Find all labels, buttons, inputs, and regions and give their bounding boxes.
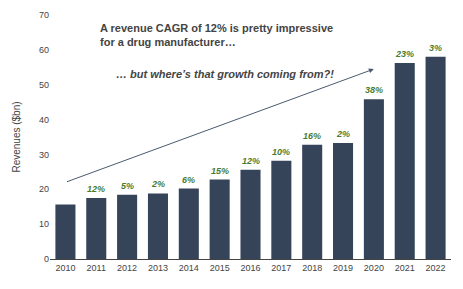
svg-text:50: 50 (39, 80, 49, 90)
svg-text:16%: 16% (303, 131, 321, 141)
svg-text:2015: 2015 (210, 263, 230, 273)
svg-text:60: 60 (39, 45, 49, 55)
svg-text:2020: 2020 (364, 263, 384, 273)
svg-text:12%: 12% (87, 184, 105, 194)
svg-text:10%: 10% (272, 147, 290, 157)
svg-text:10: 10 (39, 219, 49, 229)
svg-text:30: 30 (39, 150, 49, 160)
svg-text:2021: 2021 (395, 263, 415, 273)
svg-text:5%: 5% (121, 181, 134, 191)
svg-text:3%: 3% (429, 43, 442, 53)
svg-text:23%: 23% (395, 49, 414, 59)
svg-text:20: 20 (39, 184, 49, 194)
svg-text:2013: 2013 (148, 263, 168, 273)
svg-text:2014: 2014 (179, 263, 199, 273)
svg-text:6%: 6% (182, 175, 195, 185)
svg-text:2%: 2% (336, 129, 350, 139)
svg-text:12%: 12% (242, 156, 260, 166)
svg-text:2022: 2022 (426, 263, 446, 273)
svg-text:15%: 15% (211, 166, 229, 176)
svg-text:70: 70 (39, 10, 49, 20)
svg-text:2019: 2019 (333, 263, 353, 273)
svg-text:A revenue CAGR of 12% is prett: A revenue CAGR of 12% is pretty impressi… (100, 22, 333, 48)
svg-text:2012: 2012 (117, 263, 137, 273)
svg-text:0: 0 (44, 254, 49, 264)
svg-text:2%: 2% (151, 179, 165, 189)
svg-text:40: 40 (39, 115, 49, 125)
svg-text:Revenues ($bn): Revenues ($bn) (11, 101, 22, 172)
svg-text:38%: 38% (365, 85, 383, 95)
svg-text:2018: 2018 (302, 263, 322, 273)
svg-text:2010: 2010 (55, 263, 75, 273)
svg-text:2017: 2017 (271, 263, 291, 273)
svg-text:… but where’s that growth comi: … but where’s that growth coming from?! (116, 68, 334, 80)
svg-text:2011: 2011 (87, 263, 106, 273)
svg-text:2016: 2016 (240, 263, 260, 273)
